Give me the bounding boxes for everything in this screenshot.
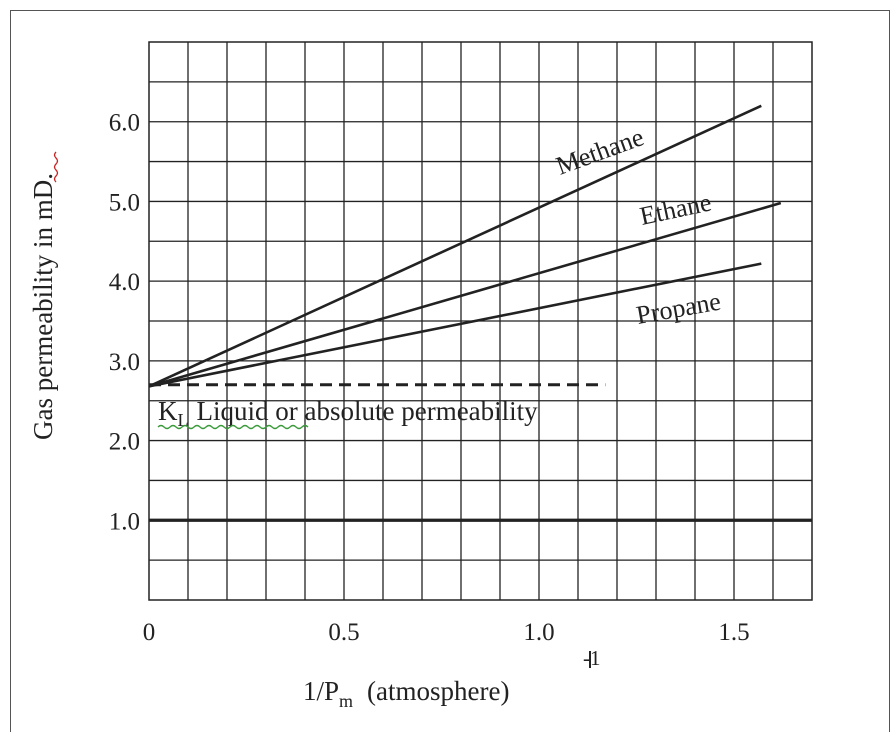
series-label-propane: Propane <box>634 287 723 330</box>
grid <box>149 42 812 600</box>
x-axis-label-superscript: -1 <box>583 646 601 670</box>
x-axis-label-unit: (atmosphere) <box>367 676 509 706</box>
x-tick-label: 1.0 <box>523 619 554 646</box>
series-label-methane: Methane <box>552 122 647 180</box>
kl-rest: or absolute permeability <box>269 396 539 426</box>
tick-labels: 0 0.5 1.0 1.5 1.0 2.0 3.0 4.0 5.0 6.0 <box>109 110 750 646</box>
y-tick-label: 6.0 <box>109 110 140 137</box>
x-tick-label: 0.5 <box>328 619 359 646</box>
y-tick-label: 5.0 <box>109 189 140 216</box>
series-lines <box>148 104 782 388</box>
kl-subscript: L <box>178 410 189 430</box>
x-axis-label-main: 1/P <box>303 676 339 706</box>
figure-frame <box>10 10 890 732</box>
y-tick-label: 4.0 <box>109 269 140 296</box>
spellcheck-squiggle-kl <box>157 424 309 430</box>
y-tick-label: 1.0 <box>109 508 140 535</box>
series-line-ethane <box>148 201 782 388</box>
series-line-propane <box>148 262 762 388</box>
x-tick-label: 1.5 <box>718 619 749 646</box>
series-line-methane <box>148 104 762 388</box>
series-label-ethane: Ethane <box>637 187 714 230</box>
reference-lines <box>149 383 812 522</box>
kl-liquid-word: Liquid <box>197 396 269 426</box>
x-axis-label-subscript: m <box>339 691 353 711</box>
spellcheck-squiggle-md <box>53 151 59 183</box>
kl-annotation: KL Liquid or absolute permeability <box>158 396 538 430</box>
x-axis-label: 1/Pm (atmosphere) <box>303 676 509 711</box>
plot-border <box>148 41 813 601</box>
y-tick-label: 2.0 <box>109 429 140 456</box>
y-tick-label: 3.0 <box>109 349 140 376</box>
x-tick-label: 0 <box>143 619 156 646</box>
y-axis-label: Gas permeability in mD. <box>28 173 58 440</box>
kl-symbol: K <box>158 396 178 426</box>
